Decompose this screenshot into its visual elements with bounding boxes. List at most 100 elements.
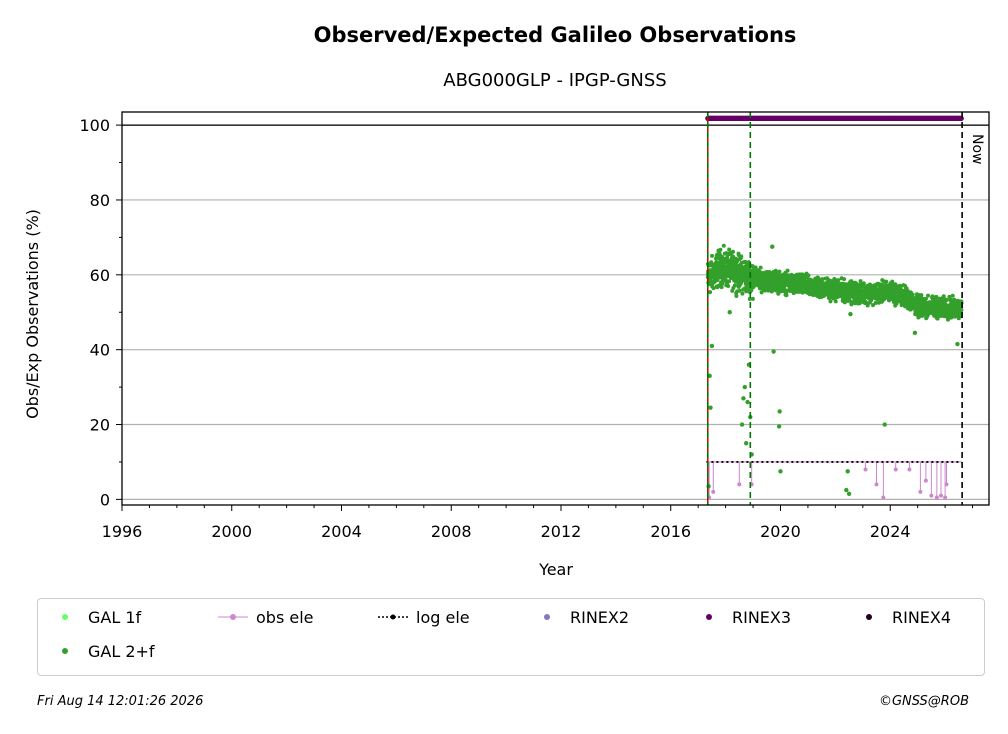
gal-2f-point xyxy=(828,299,833,304)
plot-series: Now xyxy=(122,112,989,505)
obs-ele-point xyxy=(711,489,716,494)
gal-2f-outlier xyxy=(709,343,715,349)
gal-2f-point xyxy=(777,269,782,274)
obs-ele-point xyxy=(918,489,923,494)
y-tick-label: 100 xyxy=(79,116,110,135)
gal-2f-point xyxy=(749,288,754,293)
obs-ele-point xyxy=(934,495,939,500)
gal-2f-outlier xyxy=(727,310,732,315)
legend-dotted-line-icon xyxy=(376,607,410,627)
obs-ele-point xyxy=(863,467,868,472)
gal-2f-outlier xyxy=(739,422,745,427)
grid xyxy=(122,124,989,500)
gal-2f-outlier xyxy=(776,424,782,429)
footer-credit: ©GNSS@ROB xyxy=(878,694,969,709)
gal-2f-outlier xyxy=(741,396,746,401)
gal-2f-outlier xyxy=(844,487,849,493)
y-tick-label: 40 xyxy=(90,341,110,360)
gal-2f-outlier xyxy=(845,469,850,474)
gal-2f-point xyxy=(820,277,825,282)
footer-timestamp: Fri Aug 14 12:01:26 2026 xyxy=(37,694,204,709)
gal-2f-point xyxy=(841,281,846,286)
gal-2f-point xyxy=(740,291,745,296)
gal-2f-point xyxy=(944,297,949,302)
legend-item-rinex4: RINEX4 xyxy=(852,607,951,627)
obs-ele-point xyxy=(943,495,948,500)
gal-2f-point xyxy=(721,243,726,248)
legend-item-obs-ele: obs ele xyxy=(216,607,314,627)
obs-ele-point xyxy=(938,493,943,498)
gal-2f-outlier xyxy=(955,341,960,347)
gal-2f-point xyxy=(718,247,723,252)
x-tick-label: 2012 xyxy=(541,522,582,541)
chart-title: Observed/Expected Galileo Observations xyxy=(314,23,797,47)
legend-line-dot-icon xyxy=(216,607,250,627)
x-tick-label: 2020 xyxy=(760,522,801,541)
gal-2f-outlier xyxy=(743,441,749,446)
x-tick-label: 2004 xyxy=(321,522,362,541)
x-tick-label: 2000 xyxy=(211,522,252,541)
x-axis-label: Year xyxy=(538,560,573,579)
obs-ele-point xyxy=(944,482,949,487)
gal-2f-outlier xyxy=(848,311,853,317)
gal-2f-point xyxy=(833,299,838,304)
gal-2f-point xyxy=(784,293,789,298)
gal-2f-point xyxy=(715,278,720,283)
axes: 0 20 40 60 80 100 1996 2000 2004 2008 2012 2016 2020… xyxy=(79,116,974,541)
gal-2f-point xyxy=(708,290,713,295)
obs-ele-point xyxy=(923,478,928,483)
chart-subtitle: ABG000GLP - IPGP-GNSS xyxy=(443,70,666,91)
now-label: Now xyxy=(969,134,985,165)
legend-label: GAL 2+f xyxy=(88,641,155,661)
legend: GAL 1f obs ele log ele RINEX2 RINEX3 RIN… xyxy=(37,598,985,676)
y-tick-label: 20 xyxy=(90,416,110,435)
gal-2f-outlier xyxy=(771,349,776,354)
gal-2f-point xyxy=(950,293,955,298)
legend-dot-icon xyxy=(530,607,564,627)
gal-2f-outlier xyxy=(745,399,750,405)
y-tick-label: 80 xyxy=(90,191,110,210)
gal-2f-point xyxy=(727,247,732,252)
gal-2f-point xyxy=(806,273,811,278)
gal-2f-point xyxy=(747,297,752,302)
gal-2f-point xyxy=(739,254,744,259)
legend-label: obs ele xyxy=(256,607,314,627)
gal-2f-point xyxy=(785,268,790,273)
obs-ele-point xyxy=(929,493,934,498)
gal-2f-outlier xyxy=(882,422,887,427)
gal-2f-point xyxy=(753,265,758,270)
gal-2f-point xyxy=(959,308,964,313)
gal-2f-point xyxy=(842,300,847,305)
x-tick-label: 2016 xyxy=(650,522,691,541)
gal-2f-outlier xyxy=(778,469,783,474)
gal-2f-point xyxy=(731,249,736,254)
gal-2f-point xyxy=(890,279,895,284)
gal-2f-outlier xyxy=(770,244,775,249)
y-tick-label: 0 xyxy=(100,490,110,509)
gal-2f-point xyxy=(727,279,732,284)
legend-label: RINEX3 xyxy=(732,607,792,627)
gal-2f-point xyxy=(710,253,715,258)
gal-2f-point xyxy=(750,296,755,301)
gal-2f-outlier xyxy=(742,384,748,390)
legend-label: log ele xyxy=(416,607,470,627)
obs-ele-point xyxy=(881,495,886,500)
gal-2f-point xyxy=(919,293,924,298)
legend-item-gal-1f: GAL 1f xyxy=(48,607,141,627)
obs-ele-point xyxy=(907,467,912,472)
gal-2f-point xyxy=(836,278,841,283)
gal-2f-point xyxy=(719,285,724,290)
obs-ele-point xyxy=(893,467,898,472)
obs-ele-point xyxy=(737,482,742,487)
chart: Observed/Expected Galileo Observations A… xyxy=(23,23,990,579)
y-axis-label: Obs/Exp Observations (%) xyxy=(23,209,42,419)
x-tick-label: 1996 xyxy=(102,522,143,541)
x-tick-label: 2008 xyxy=(431,522,472,541)
x-tick-label: 2024 xyxy=(870,522,911,541)
gal-2f-point xyxy=(758,265,763,270)
legend-item-log-ele: log ele xyxy=(376,607,470,627)
legend-dot-icon xyxy=(48,607,82,627)
plot-frame xyxy=(121,111,990,506)
gal-2f-outlier xyxy=(777,409,782,414)
gal-2f-point xyxy=(842,277,847,282)
